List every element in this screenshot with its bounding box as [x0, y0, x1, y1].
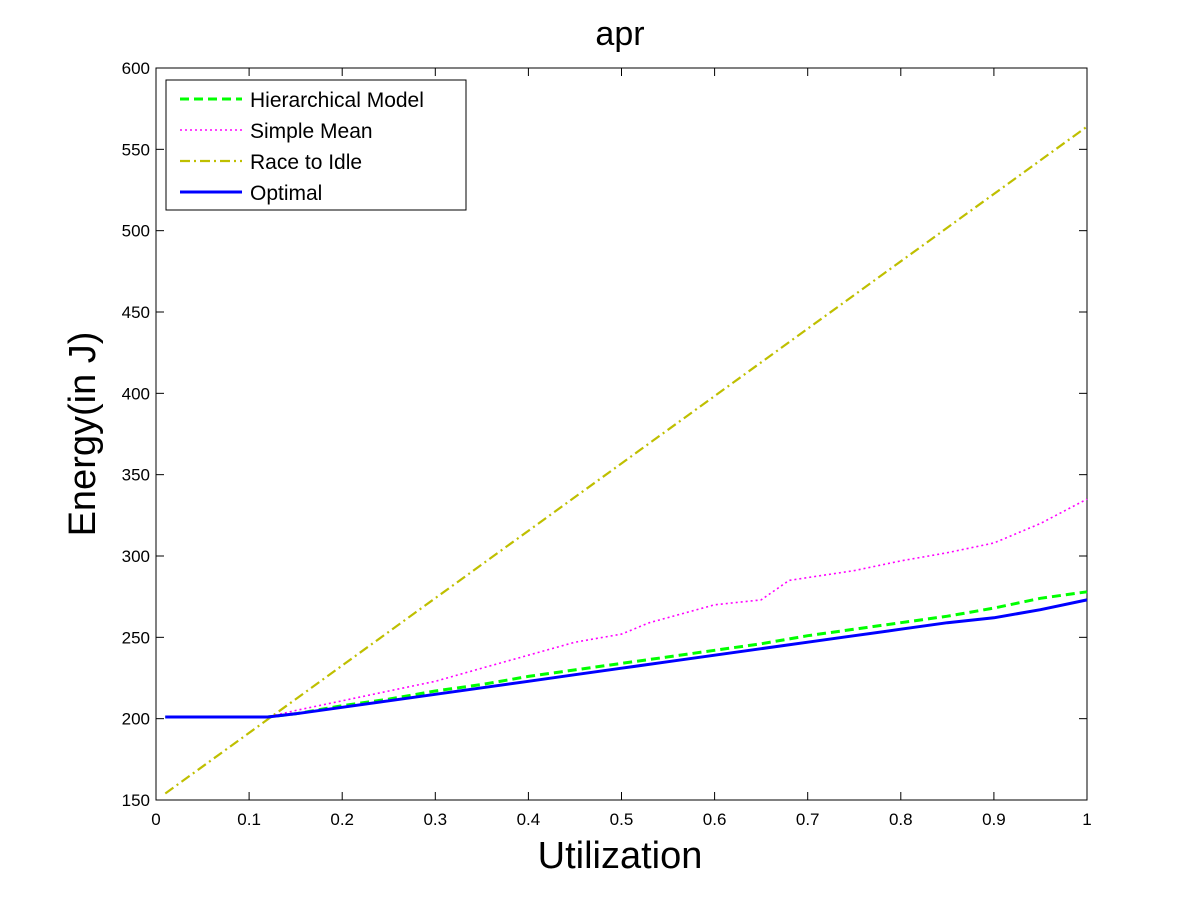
x-tick-label: 0: [151, 810, 160, 829]
x-tick-label: 0.6: [703, 810, 727, 829]
legend-box: [165, 79, 467, 211]
x-tick-label: 0.3: [423, 810, 447, 829]
x-tick-label: 0.7: [796, 810, 820, 829]
y-tick-label: 200: [122, 710, 150, 729]
series-line-race-to-idle: [164, 125, 1088, 795]
y-tick-label: 350: [122, 466, 150, 485]
legend-label-race-to-idle: Race to Idle: [250, 151, 362, 174]
x-tick-label: 0.9: [982, 810, 1006, 829]
y-tick-label: 600: [122, 59, 150, 78]
legend-label-hierarchical-model: Hierarchical Model: [250, 89, 424, 112]
series-line-simple-mean: [165, 498, 1088, 718]
x-tick-label: 1: [1082, 810, 1091, 829]
chart-title: apr: [595, 15, 644, 53]
series-line-optimal: [165, 598, 1088, 719]
y-tick-label: 400: [122, 384, 150, 403]
y-tick-label: 250: [122, 628, 150, 647]
y-tick-label: 450: [122, 303, 150, 322]
x-tick-label: 0.1: [237, 810, 261, 829]
x-tick-label: 0.4: [517, 810, 541, 829]
x-tick-label: 0.2: [330, 810, 354, 829]
legend-label-simple-mean: Simple Mean: [250, 120, 373, 143]
legend: Hierarchical Model Simple Mean Race to Idl…: [165, 79, 467, 211]
legend-label-optimal: Optimal: [250, 182, 322, 205]
x-axis-label: Utilization: [538, 835, 703, 877]
x-tick-label: 0.8: [889, 810, 913, 829]
y-tick-label: 150: [122, 791, 150, 810]
y-tick-label: 500: [122, 222, 150, 241]
y-tick-label: 550: [122, 140, 150, 159]
y-axis-label: Energy(in J): [62, 332, 104, 537]
plot-area: 0 0.1 0.2 0.3 0.4 0.5 0.6 0.7 0.8 0.9 1 150 200 250 30…: [122, 59, 1092, 829]
x-tick-label: 0.5: [610, 810, 634, 829]
y-tick-label: 300: [122, 547, 150, 566]
